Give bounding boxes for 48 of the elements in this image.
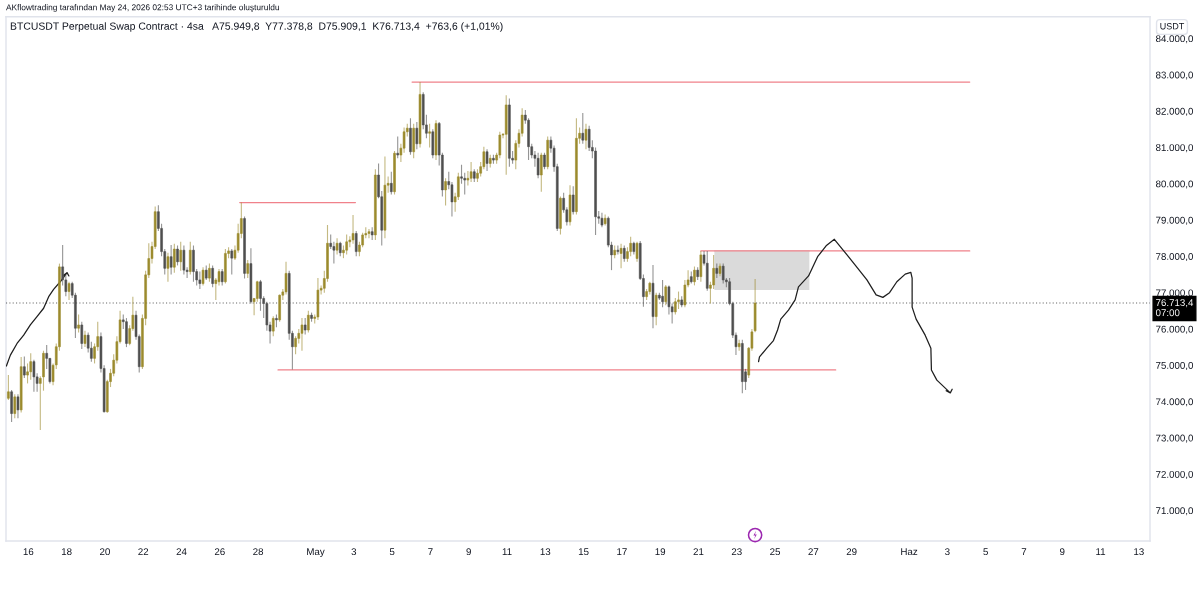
- x-tick-label: 13: [540, 548, 551, 556]
- x-tick-label: 9: [1060, 548, 1065, 556]
- x-tick-label: 25: [770, 548, 781, 556]
- x-tick-label: 18: [61, 548, 72, 556]
- y-tick-label: 80.000,0: [1155, 180, 1194, 189]
- x-tick-label: 5: [389, 548, 395, 556]
- x-tick-label: 16: [23, 548, 34, 556]
- ref-line-label: 76.713,4 07:00: [1155, 299, 1194, 317]
- x-tick-label: 24: [176, 548, 187, 555]
- x-tick-label: 28: [253, 548, 264, 556]
- x-tick-label: 19: [655, 548, 666, 556]
- y-tick-label: 77.000,0: [1156, 289, 1194, 298]
- text: AKflowtrading tarafından May 24, 2026 02:53 UTC+3 tarihinde oluşturuldu: [6, 4, 279, 12]
- x-tick-label: 20: [100, 548, 110, 556]
- x-tick-label: 23: [731, 548, 742, 556]
- x-tick-label: 5: [983, 548, 988, 556]
- y-tick-label: 84.000,0: [1155, 35, 1194, 44]
- x-tick-label: 13: [1134, 548, 1144, 556]
- y-tick-label: 79.000,0: [1156, 216, 1194, 225]
- x-tick-label: 29: [846, 548, 857, 556]
- x-tick-label: 9: [466, 548, 471, 556]
- y-tick-label: 71.000,0: [1156, 507, 1194, 516]
- x-tick-label: May: [307, 548, 325, 558]
- x-tick-label: 22: [138, 548, 149, 555]
- y-tick-label: 73.000,0: [1156, 434, 1194, 443]
- y-tick-label: 75.000,0: [1156, 362, 1194, 371]
- x-tick-label: 15: [578, 548, 589, 556]
- y-tick-label: 76.000,0: [1156, 325, 1194, 334]
- y-tick-label: 81.000,0: [1155, 144, 1194, 153]
- x-tick-label: 26: [214, 548, 225, 556]
- x-tick-label: 11: [502, 548, 512, 555]
- text: USDT: [1160, 23, 1185, 30]
- y-tick-label: 72.000,0: [1156, 470, 1194, 479]
- x-tick-label: 7: [428, 548, 433, 555]
- chart-subtitle: A75.949,8 Y77.378,8 D75.909,1 K76.713,4 +763,6 (+1,01%): [212, 22, 503, 32]
- x-tick-label: 11: [1096, 548, 1106, 555]
- x-tick-label: 27: [808, 548, 819, 555]
- x-tick-label: 3: [945, 548, 950, 556]
- y-tick-label: 83.000,0: [1155, 71, 1194, 80]
- y-tick-label: 78.000,0: [1156, 253, 1194, 262]
- chart-title: BTCUSDT Perpetual Swap Contract · 4sa: [10, 22, 204, 32]
- y-tick-label: 82.000,0: [1155, 107, 1194, 116]
- x-tick-label: 21: [693, 548, 704, 555]
- x-tick-label: Haz: [901, 548, 918, 556]
- x-tick-label: 17: [617, 548, 627, 555]
- x-tick-label: 7: [1021, 548, 1027, 555]
- y-tick-label: 74.000,0: [1156, 398, 1194, 407]
- x-tick-label: 3: [351, 548, 357, 556]
